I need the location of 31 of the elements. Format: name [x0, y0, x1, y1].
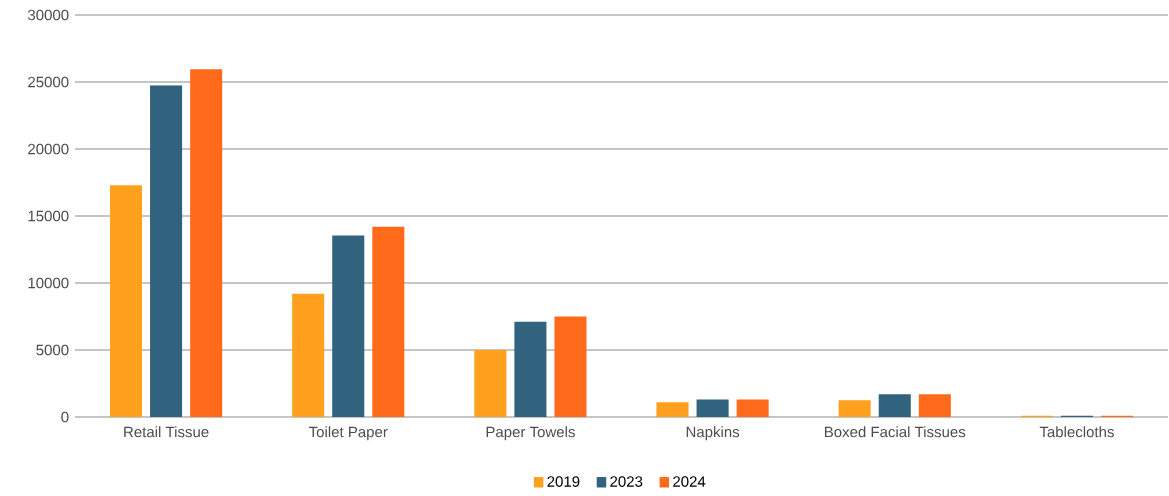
bar — [838, 400, 871, 417]
y-tick-label: 30000 — [27, 9, 69, 21]
bar — [109, 185, 143, 417]
y-tick-label: 0 — [61, 411, 69, 423]
bar — [878, 394, 911, 417]
x-tick-label: Tablecloths — [1039, 426, 1114, 438]
bar — [696, 399, 729, 417]
bar — [292, 293, 325, 417]
y-tick-label: 20000 — [28, 143, 69, 155]
bar — [918, 394, 951, 417]
y-tick-label: 10000 — [28, 277, 69, 289]
bar — [474, 350, 507, 417]
y-tick-label: 15000 — [28, 210, 69, 222]
bar — [332, 235, 365, 417]
legend-label: 2024 — [673, 476, 706, 487]
x-tick-label: Toilet Paper — [308, 426, 388, 441]
y-tick-label: 5000 — [36, 344, 69, 356]
x-tick-label: Retail Tissue — [124, 426, 209, 438]
legend-label: 2023 — [610, 476, 643, 487]
bar — [554, 316, 587, 417]
bar — [736, 399, 769, 417]
bar — [656, 402, 689, 417]
bar — [190, 69, 223, 417]
bar — [514, 321, 547, 417]
x-tick-label: Boxed Facial Tissues — [824, 426, 966, 438]
y-tick-label: 25000 — [28, 76, 69, 88]
legend-label: 2019 — [547, 476, 580, 487]
bar — [372, 226, 405, 417]
x-tick-label: Paper Towels — [486, 426, 575, 441]
x-tick-label: Napkins — [686, 426, 740, 441]
bar — [150, 85, 183, 417]
